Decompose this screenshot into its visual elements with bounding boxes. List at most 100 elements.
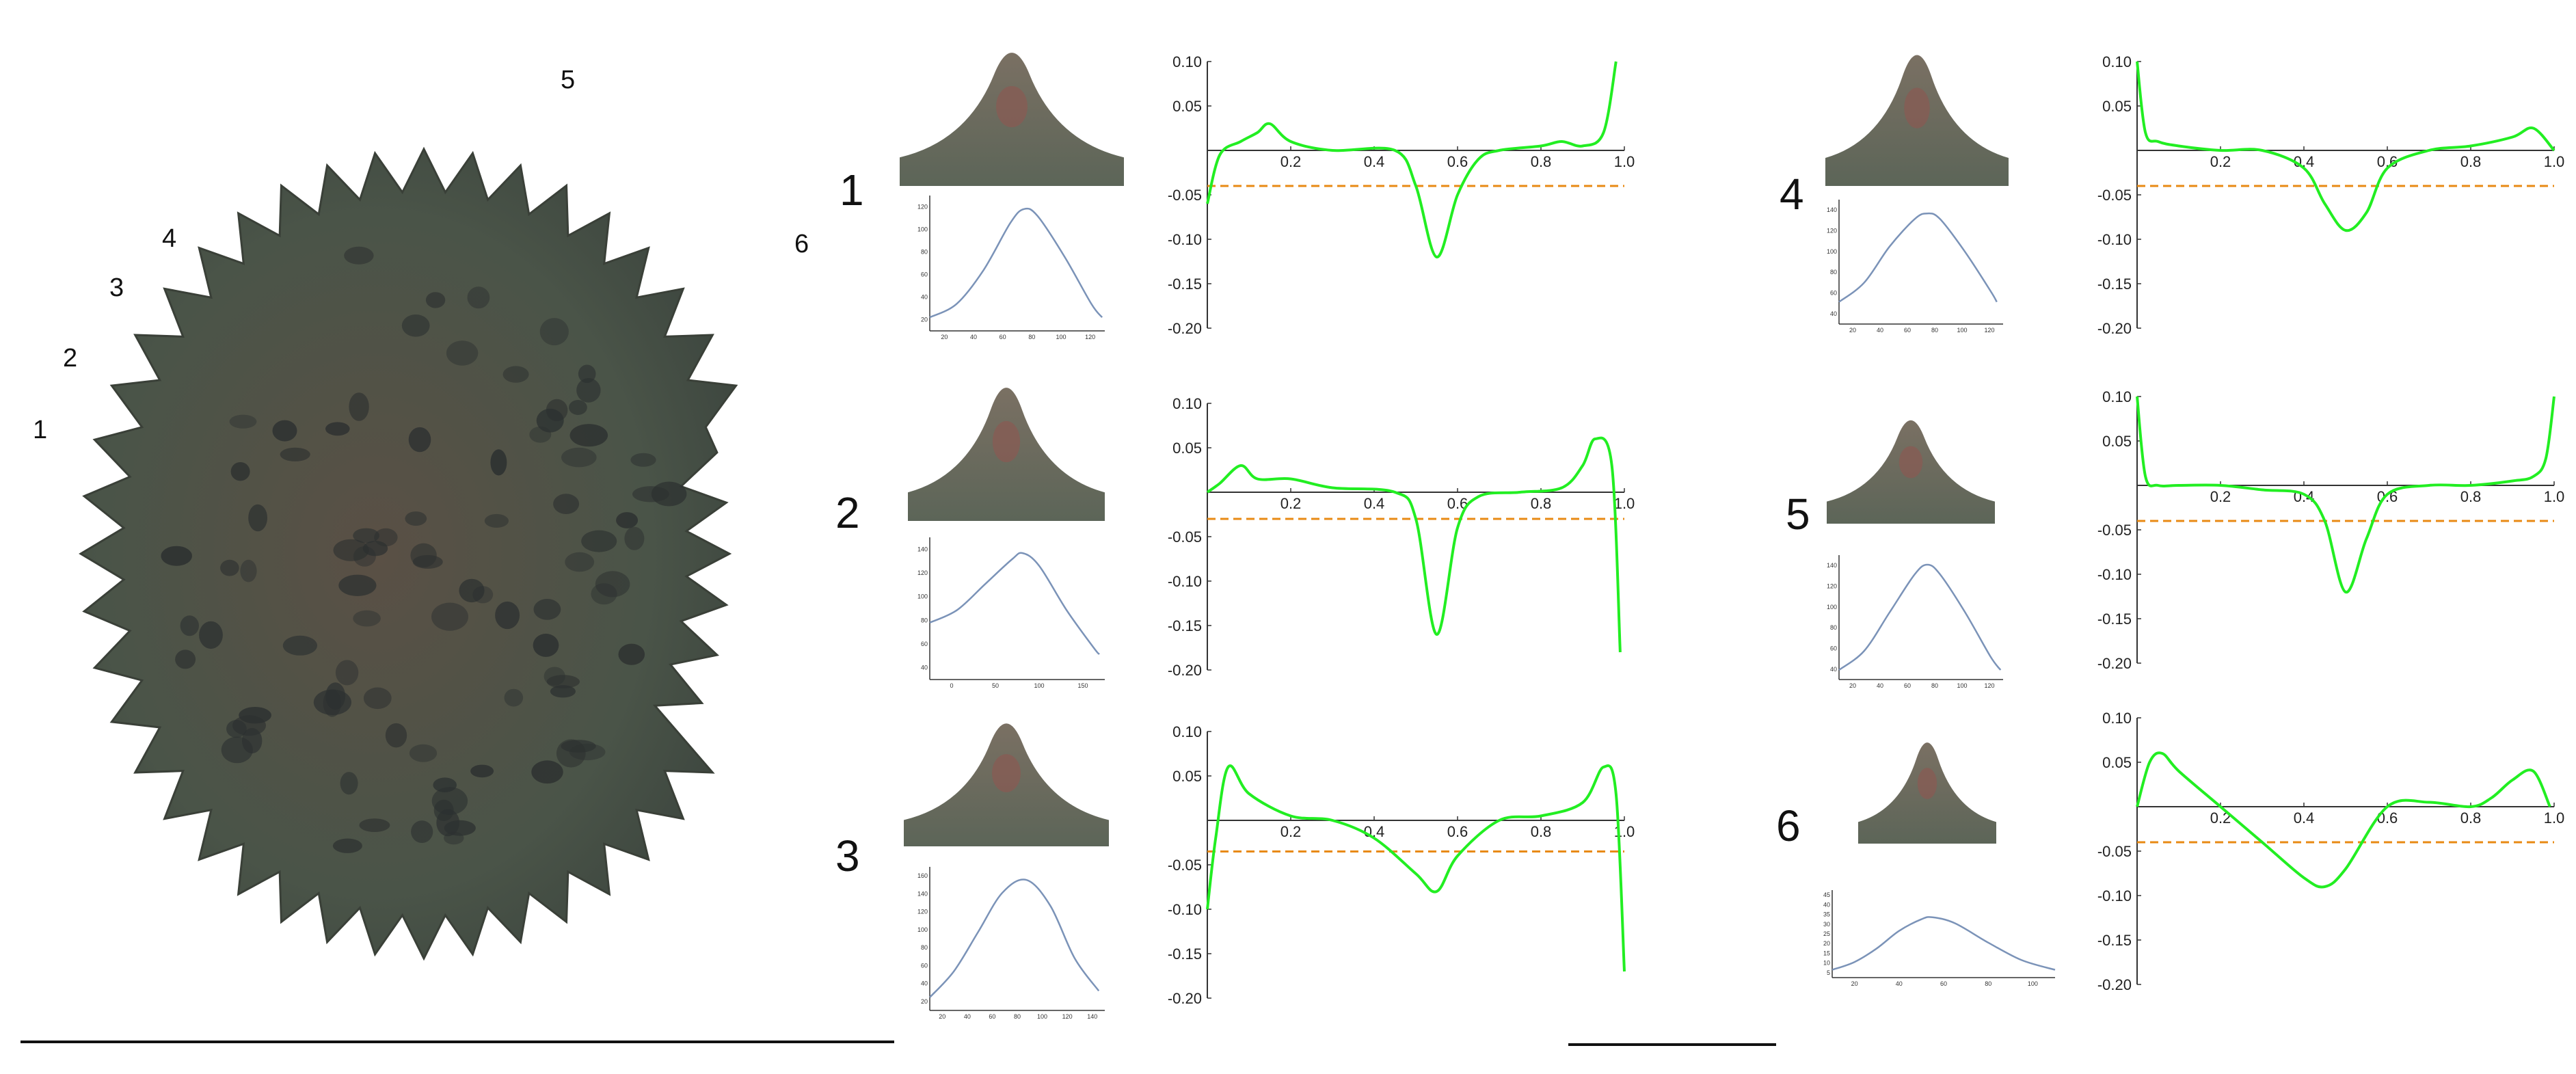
x-tick-label: 0.2 [1280, 153, 1302, 170]
y-tick-label: 40 [1823, 901, 1830, 908]
y-tick-label: -0.10 [1168, 573, 1202, 590]
profile-chart-6: 20 40 60 80 100 5 10 15 20 25 30 35 40 45 [1823, 890, 2056, 987]
x-tick-label: 0.8 [1531, 153, 1552, 170]
panel-label-3: 3 [835, 831, 860, 881]
panel-label-1: 1 [840, 165, 864, 215]
seed-tubercle [539, 318, 569, 346]
seed-tubercle [161, 546, 192, 566]
y-tick-label: 100 [917, 226, 928, 233]
seed-tubercle [408, 427, 431, 453]
seed-tubercle [240, 559, 257, 582]
y-tick-label: -0.10 [2097, 887, 2132, 904]
scale-bar-seed [21, 1041, 894, 1043]
x-tick-label: 60 [1940, 980, 1947, 987]
y-tick-label: 80 [1830, 624, 1837, 631]
seed-tubercle [409, 744, 438, 762]
seed-tubercle [425, 292, 446, 308]
seed-tubercle [630, 453, 656, 467]
seed-tubercle [220, 559, 239, 576]
curvature-series-line [2136, 751, 2551, 889]
y-tick-label: 120 [1827, 228, 1837, 234]
y-tick-label: 80 [921, 249, 928, 256]
seed-tubercle [359, 818, 390, 832]
seed-tubercle [536, 408, 564, 433]
y-tick-label: 160 [917, 872, 928, 879]
seed-tubercle [280, 447, 310, 461]
y-tick-label: -0.10 [2097, 566, 2132, 583]
seed-tubercle [504, 688, 524, 707]
panel-label-2: 2 [835, 488, 860, 537]
y-tick-label: 0.05 [2102, 433, 2132, 450]
spike-label-1: 1 [33, 416, 48, 444]
y-tick-label: -0.05 [2097, 843, 2132, 860]
y-tick-label: 0.10 [2102, 53, 2132, 70]
seed-tubercle [230, 462, 250, 481]
x-tick-label: 20 [939, 1013, 945, 1020]
x-tick-label: 120 [1984, 327, 1994, 334]
y-tick-label: 100 [917, 926, 928, 933]
x-tick-label: 120 [1984, 682, 1994, 689]
x-tick-label: 0.2 [2210, 153, 2231, 170]
y-tick-label: 0.05 [1172, 98, 1202, 115]
y-tick-label: -0.20 [2097, 320, 2132, 337]
curvature-series-line [2136, 396, 2555, 593]
y-tick-label: 0.10 [2102, 710, 2132, 727]
spike-thumbnail-6 [1858, 742, 1996, 844]
profile-series-line [1832, 916, 2056, 971]
seed-tubercle [405, 511, 427, 526]
profile-chart-1: 20 40 60 80 100 120 20 40 60 80 100 120 [917, 196, 1105, 340]
y-tick-label: -0.15 [2097, 932, 2132, 949]
seed-tubercle [444, 820, 476, 836]
seed-tubercle [411, 820, 433, 843]
x-tick-label: 150 [1077, 682, 1088, 689]
seed-tubercle [467, 286, 490, 309]
y-tick-label: -0.15 [2097, 610, 2132, 628]
y-tick-label: 30 [1823, 921, 1830, 928]
x-tick-label: 20 [1849, 682, 1856, 689]
x-tick-label: 80 [1985, 980, 1991, 987]
curvature-series-line [1206, 764, 1626, 972]
x-tick-label: 100 [1957, 327, 1967, 334]
y-tick-label: 120 [917, 204, 928, 211]
profile-series-line [929, 207, 1103, 319]
seed-tubercle [180, 615, 199, 636]
spike-label-3: 3 [109, 273, 124, 302]
curvature-chart-2: 0.2 0.4 0.6 0.8 1.00.100.05-0.05-0.10-0.15-0… [1168, 395, 1635, 679]
x-tick-label: 0.6 [1447, 153, 1468, 170]
x-tick-label: 0.6 [1447, 823, 1468, 840]
spike-tip [1904, 88, 1930, 129]
panel-label-6: 6 [1776, 801, 1801, 850]
y-tick-label: 20 [921, 317, 928, 323]
x-tick-label: 120 [1085, 334, 1095, 340]
seed-tubercle [325, 422, 350, 436]
spike-label-2: 2 [63, 344, 78, 373]
spike-thumbnail-4 [1825, 55, 2009, 186]
seed-tubercle [242, 727, 263, 754]
y-tick-label: -0.05 [2097, 187, 2132, 204]
panel-label-4: 4 [1780, 170, 1804, 219]
seed-tubercle [624, 526, 645, 550]
y-tick-label: 120 [917, 909, 928, 915]
y-tick-label: 45 [1823, 891, 1830, 898]
x-tick-label: 0.6 [2377, 809, 2398, 827]
y-tick-label: 40 [1830, 310, 1837, 317]
profile-chart-5: 20 40 60 80 100 120 40 60 80 100 120 140 [1827, 555, 2003, 689]
y-tick-label: -0.15 [1168, 617, 1202, 634]
spike-thumbnail-3 [904, 723, 1109, 846]
x-tick-label: 0.4 [2294, 809, 2315, 827]
seed-tubercle [385, 723, 407, 748]
seed-tubercle [565, 552, 595, 572]
seed-tubercle [272, 420, 297, 442]
x-tick-label: 20 [1849, 327, 1856, 334]
y-tick-label: 5 [1827, 969, 1830, 976]
curvature-series-line [2136, 61, 2555, 232]
y-tick-label: -0.20 [1168, 320, 1202, 337]
profile-series-line [1838, 563, 2002, 671]
seed-tubercle [470, 764, 494, 778]
x-tick-label: 80 [1931, 327, 1938, 334]
y-tick-label: -0.10 [2097, 231, 2132, 248]
seed-tubercle [616, 512, 639, 528]
x-tick-label: 0.8 [2460, 488, 2482, 505]
x-tick-label: 80 [1028, 334, 1035, 340]
x-tick-label: 1.0 [1614, 495, 1635, 512]
